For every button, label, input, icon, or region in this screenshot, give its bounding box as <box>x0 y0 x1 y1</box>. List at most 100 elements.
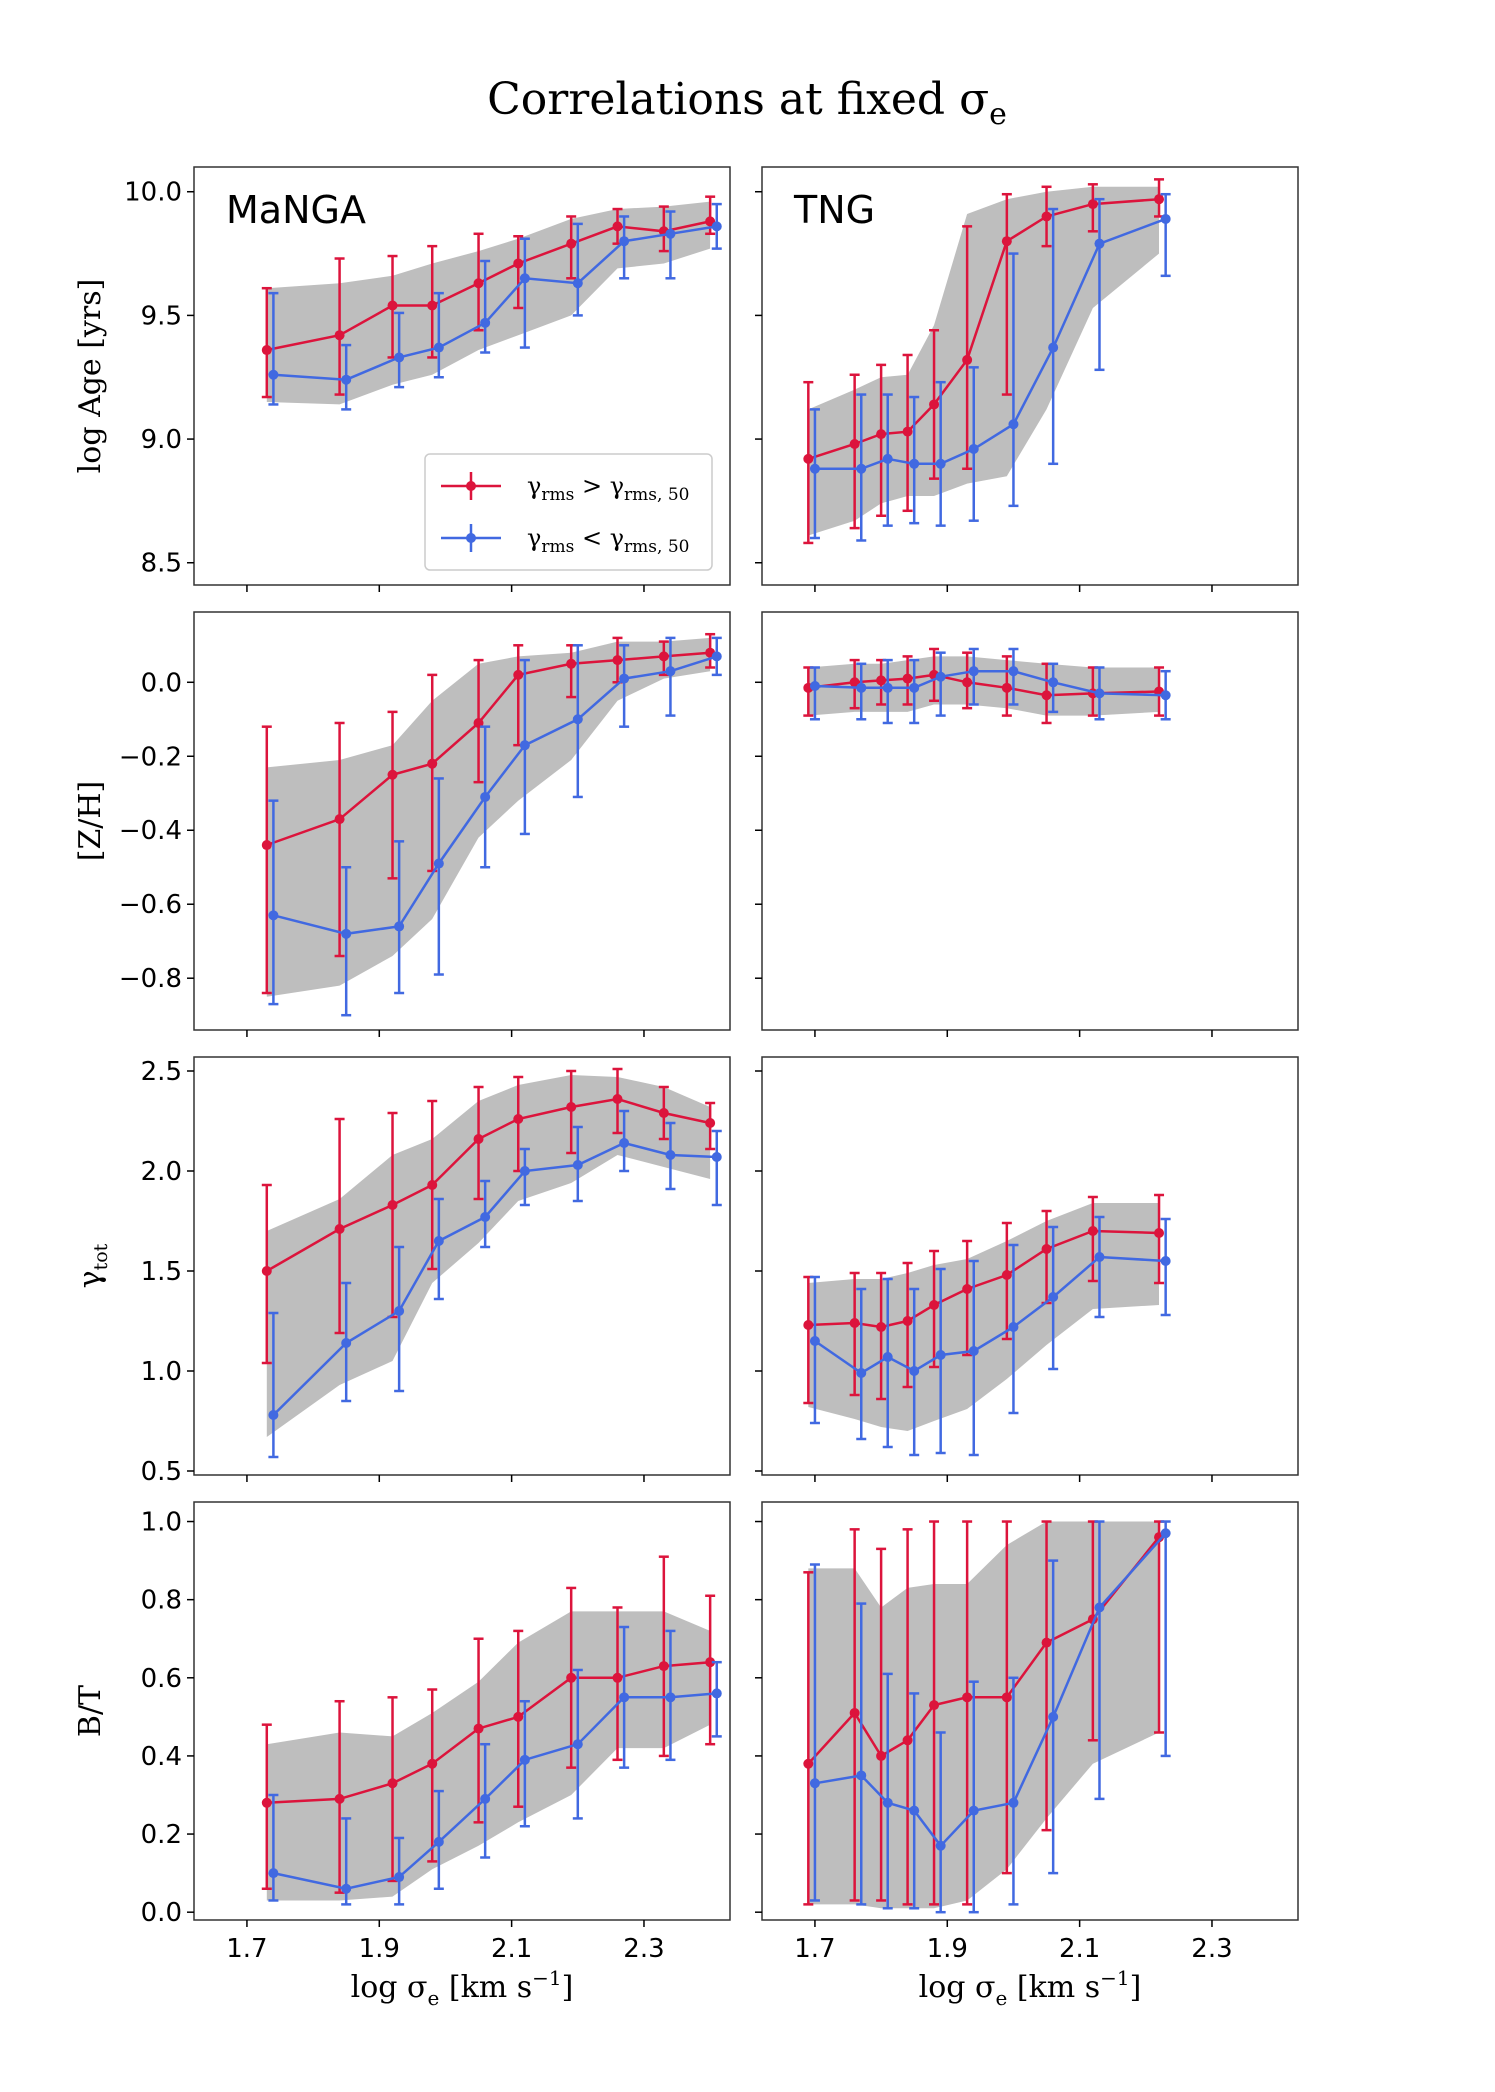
y-axis-label: B/T <box>73 1685 108 1737</box>
data-point <box>935 1840 946 1851</box>
data-point <box>394 921 405 932</box>
data-point <box>473 278 484 289</box>
x-tick-label: 1.7 <box>794 1934 835 1964</box>
scatter-band <box>808 1203 1159 1431</box>
series-line <box>808 1229 1160 1329</box>
legend-label: γrms > γrms, 50 <box>527 472 689 505</box>
data-point <box>261 1797 272 1808</box>
data-point <box>1154 194 1165 205</box>
data-point <box>433 1836 444 1847</box>
data-point <box>566 1102 577 1112</box>
data-point <box>902 426 913 437</box>
data-point <box>1001 682 1012 693</box>
y-tick-label: 2.5 <box>141 1057 182 1087</box>
panel-3-1: 1.7 1.9 2.1 2.3 log σe [km s−1] <box>755 1501 1299 2010</box>
data-point <box>909 1366 920 1376</box>
data-point <box>882 453 893 464</box>
data-point <box>665 228 676 239</box>
data-point <box>658 651 669 662</box>
data-point <box>341 1338 352 1348</box>
data-point <box>929 1300 940 1310</box>
plot-area <box>803 1193 1171 1457</box>
scatter-band <box>266 1611 711 1901</box>
panel-1-1 <box>755 611 1299 1037</box>
panel-3-0: 0.0 0.2 0.4 0.6 0.8 1.0 1.7 1.9 2.1 2.3 B/T log σe … <box>73 1501 731 2010</box>
series-line <box>807 197 1160 461</box>
series-low <box>809 1520 1171 1914</box>
data-point <box>1048 1711 1059 1722</box>
data-point <box>513 669 524 680</box>
data-point <box>519 740 530 751</box>
data-point <box>665 666 676 677</box>
y-tick-label: 0.0 <box>141 668 182 698</box>
series-line <box>273 225 717 381</box>
data-point <box>394 1872 405 1883</box>
data-point <box>480 1212 491 1222</box>
data-point <box>705 1657 716 1668</box>
data-point <box>665 1150 676 1160</box>
data-point <box>705 1118 716 1128</box>
plot-area <box>261 1067 722 1459</box>
series-line <box>266 220 711 352</box>
series-line <box>814 1255 1166 1375</box>
data-point <box>1087 199 1098 210</box>
data-point <box>341 928 352 939</box>
data-point <box>968 443 979 454</box>
data-point <box>387 300 398 311</box>
series-line <box>266 1660 711 1805</box>
data-point <box>387 769 398 780</box>
data-point <box>341 1883 352 1894</box>
data-point <box>909 1805 920 1816</box>
y-axis-label: log Age [yrs] <box>73 279 108 474</box>
data-point <box>268 1868 279 1879</box>
data-point <box>1001 1270 1012 1280</box>
series-high <box>261 632 716 995</box>
legend-item-low: γrms < γrms, 50 <box>441 524 689 557</box>
data-point <box>1087 1226 1098 1236</box>
data-point <box>962 677 973 688</box>
series-low <box>809 192 1171 542</box>
data-point <box>929 399 940 410</box>
y-tick-label: 1.0 <box>141 1357 182 1387</box>
data-point <box>334 1793 345 1804</box>
data-point <box>882 682 893 693</box>
data-point <box>665 1692 676 1703</box>
series-high <box>261 195 716 399</box>
data-point <box>856 1770 867 1781</box>
y-tick-label: 2.0 <box>141 1157 182 1187</box>
data-point <box>473 1134 484 1144</box>
y-tick-label: 1.5 <box>141 1257 182 1287</box>
data-point <box>1008 1797 1019 1808</box>
data-point <box>1160 213 1171 224</box>
scatter-band <box>808 186 1159 536</box>
data-point <box>1160 1528 1171 1539</box>
data-point <box>268 910 279 921</box>
data-point <box>968 666 979 677</box>
data-point <box>572 278 583 289</box>
data-point <box>968 1805 979 1816</box>
data-point <box>341 374 352 385</box>
data-point <box>962 1284 973 1294</box>
data-point <box>480 317 491 328</box>
data-point <box>519 273 530 284</box>
data-point <box>261 345 272 356</box>
data-point <box>433 1236 444 1246</box>
series-high <box>803 178 1165 545</box>
series-line <box>808 673 1160 697</box>
series-low <box>268 636 722 1017</box>
data-point <box>268 1410 279 1420</box>
data-point <box>427 300 438 311</box>
y-tick-label: 9.5 <box>141 301 182 331</box>
series-high <box>261 1555 716 1894</box>
data-point <box>658 1108 669 1118</box>
data-point <box>612 1672 623 1683</box>
data-point <box>1041 1244 1052 1254</box>
data-point <box>433 858 444 869</box>
legend-item-high: γrms > γrms, 50 <box>441 472 689 505</box>
data-point <box>929 1700 940 1711</box>
data-point <box>882 1797 893 1808</box>
data-point <box>809 463 820 474</box>
series-line <box>272 1141 717 1416</box>
